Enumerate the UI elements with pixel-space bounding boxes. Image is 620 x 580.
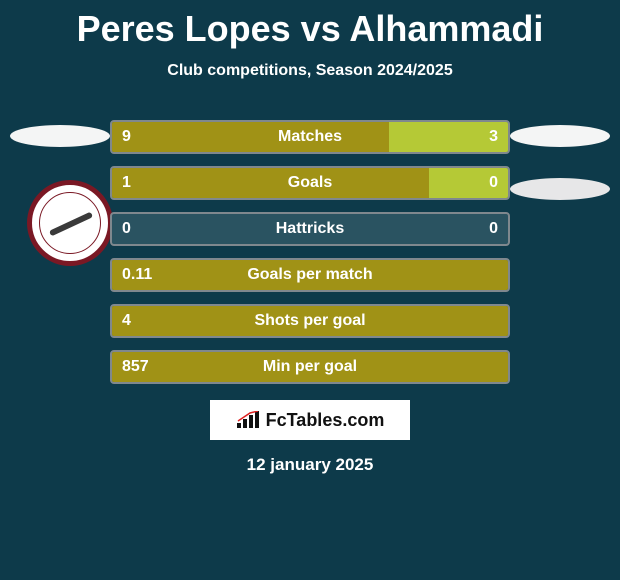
subtitle: Club competitions, Season 2024/2025 (0, 62, 620, 80)
club-badge (27, 180, 113, 266)
stat-label: Hattricks (112, 214, 508, 244)
fctables-label: FcTables.com (266, 410, 385, 431)
placeholder-ellipse-right-1 (510, 125, 610, 147)
placeholder-ellipse-left (10, 125, 110, 147)
stat-row: 93Matches (110, 120, 510, 154)
stat-label: Shots per goal (112, 306, 508, 336)
stat-label: Min per goal (112, 352, 508, 382)
stat-row: 10Goals (110, 166, 510, 200)
stat-row: 4Shots per goal (110, 304, 510, 338)
club-badge-inner (39, 192, 101, 254)
stat-label: Goals (112, 168, 508, 198)
club-badge-stroke (49, 212, 93, 237)
stat-row: 0.11Goals per match (110, 258, 510, 292)
fctables-watermark: FcTables.com (210, 400, 410, 440)
fctables-icon (236, 411, 260, 429)
stat-label: Goals per match (112, 260, 508, 290)
page-title: Peres Lopes vs Alhammadi (0, 0, 620, 50)
stats-container: 93Matches 10Goals 00Hattricks 0.11Goals per… (110, 120, 510, 396)
stat-row: 857Min per goal (110, 350, 510, 384)
stat-row: 00Hattricks (110, 212, 510, 246)
date-label: 12 january 2025 (0, 455, 620, 475)
stat-label: Matches (112, 122, 508, 152)
placeholder-ellipse-right-2 (510, 178, 610, 200)
